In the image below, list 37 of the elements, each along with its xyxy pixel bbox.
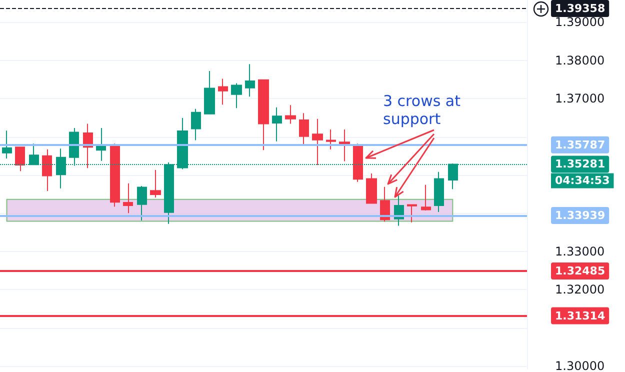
- text: 04:34:53: [555, 174, 610, 188]
- candlestick: [285, 104, 296, 124]
- candlestick: [407, 204, 417, 223]
- y-tick-label: 1.39000: [555, 15, 605, 30]
- annotation: 3 crows at support: [383, 92, 466, 128]
- candlestick: [299, 112, 309, 146]
- candlestick: [218, 78, 228, 106]
- candlestick: [353, 144, 363, 182]
- candlestick: [123, 182, 133, 214]
- candlestick: [2, 130, 12, 160]
- candlestick: [150, 170, 161, 198]
- candlestick: [110, 143, 120, 208]
- y-tick-label: 1.38000: [555, 53, 605, 68]
- candlestick: [42, 148, 52, 192]
- candlestick: [312, 118, 323, 166]
- ref-line-label: 1.31314: [555, 309, 606, 322]
- candlestick: [245, 64, 255, 98]
- ref-line-label: 1.33939: [555, 209, 606, 222]
- ref-line-label: 1.35281: [555, 158, 606, 171]
- candlestick: [326, 129, 336, 150]
- ref-line-label: 1.32485: [555, 264, 606, 278]
- candlestick: [191, 108, 201, 141]
- y-tick-label: 1.33000: [555, 244, 605, 258]
- y-tick-label: 1.30000: [555, 359, 605, 372]
- candlestick: [258, 78, 269, 151]
- candlestick: [231, 82, 242, 109]
- candlestick: [366, 172, 377, 204]
- candlestick: [421, 184, 431, 212]
- candlestick: [15, 146, 25, 172]
- ref-line-label: 1.39358: [555, 2, 606, 15]
- candlestick: [137, 186, 147, 221]
- candlestick: [272, 106, 282, 142]
- candlestick: [434, 171, 444, 213]
- ref-line-label: 1.35787: [555, 138, 606, 152]
- y-tick-label: 1.32000: [555, 282, 605, 297]
- y-tick-label: 1.37000: [555, 92, 605, 106]
- candlestick: [204, 70, 215, 114]
